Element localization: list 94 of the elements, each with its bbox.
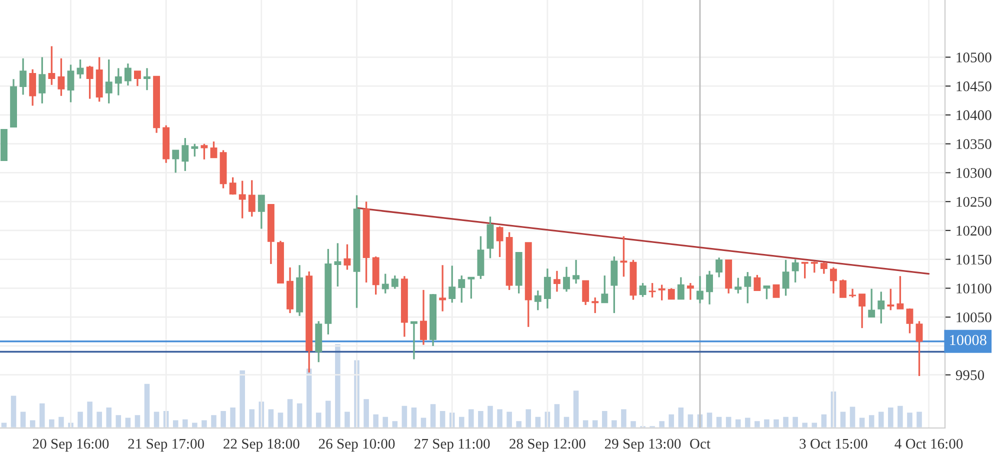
x-tick-label: 4 Oct 16:00 [894,438,963,449]
candlestick [830,266,837,294]
candlestick [144,67,150,91]
candlestick [716,256,723,278]
candlestick [754,274,761,292]
y-tick-label: 10050 [956,312,992,322]
x-tick-label: 26 Sep 10:00 [318,438,395,452]
candlestick [686,282,694,301]
candlestick [868,288,876,318]
candlestick [410,320,418,360]
candlestick [238,180,246,220]
candlestick [744,271,752,304]
candlestick [887,288,894,312]
y-tick-label: 10150 [956,254,992,265]
candlestick [248,179,256,218]
candlestick [734,276,742,294]
candlestick [182,137,189,172]
candlestick [696,275,704,304]
candlestick [191,142,198,158]
candlestick [114,67,122,96]
candlestick [563,266,570,293]
candlestick [496,226,504,258]
y-tick-label: 10500 [956,52,992,62]
candlestick [658,284,666,302]
candlestick [200,142,208,160]
candlestick [58,58,65,97]
candlestick [792,258,799,284]
candlestick [639,282,646,298]
candlestick [840,278,846,298]
candlestick [772,284,780,298]
y-tick-label: 10350 [956,139,992,150]
candlestick [448,264,456,304]
candlestick [620,235,628,278]
candlestick [458,274,466,304]
candlestick [439,264,446,312]
candlestick [906,308,914,334]
y-tick-label: 10300 [956,168,992,178]
candlestick [572,259,580,284]
candlestick [382,272,389,294]
x-tick-label: Oct [690,438,710,449]
candlestick [134,70,141,87]
candlestick [648,282,656,298]
y-tick-label: 10100 [956,284,992,294]
candlestick [601,274,608,304]
candlestick [86,65,94,100]
x-tick-label: 21 Sep 17:00 [128,438,204,452]
candlestick [67,64,74,104]
candlestick [544,268,551,310]
candlestick [782,259,790,297]
candlestick [29,68,36,107]
x-tick-label: 29 Sep 13:00 [604,438,681,452]
x-tick-label: 20 Sep 16:00 [32,438,109,452]
candlestick [210,140,218,159]
candlestick [468,276,475,300]
candlestick [486,216,494,260]
y-tick-label: 10250 [956,196,992,207]
x-tick-label: 22 Sep 18:00 [224,438,300,452]
x-tick-label: 3 Oct 15:00 [800,438,868,449]
candlestick [554,270,560,293]
candlestick [105,58,112,104]
candlestick [820,261,828,275]
candlestick [172,149,180,174]
candlestick [124,62,132,86]
candlestick [334,242,342,288]
candlestick [229,176,236,196]
candlestick [48,45,56,86]
y-tick-label: 10200 [956,226,992,236]
y-tick-label: 10400 [956,110,992,120]
candlestick [420,289,427,346]
candlestick [258,194,265,230]
candlestick [810,260,818,274]
candlestick [896,275,904,310]
x-tick-label: 27 Sep 11:00 [414,438,490,452]
candlestick [916,320,923,377]
candlestick [76,58,84,80]
y-tick-label: 10450 [956,81,992,92]
candlestick [20,58,27,96]
candlestick [763,285,770,300]
x-tick-label: 28 Sep 12:00 [510,438,586,452]
candlestick [706,270,713,306]
candlestick [668,287,675,300]
candlestick [582,280,590,306]
candlestick [878,290,885,324]
candlestick [801,261,808,280]
candlestick [344,243,351,271]
ref-line-label: 10008 [950,334,986,346]
candlestick [534,290,542,312]
y-tick-label: 9950 [956,370,984,380]
candlestick [858,293,866,329]
candlestick [592,296,599,314]
candlestick [677,276,684,300]
candlestick [391,274,398,290]
candlestick [38,56,46,104]
candlestick [849,288,856,298]
